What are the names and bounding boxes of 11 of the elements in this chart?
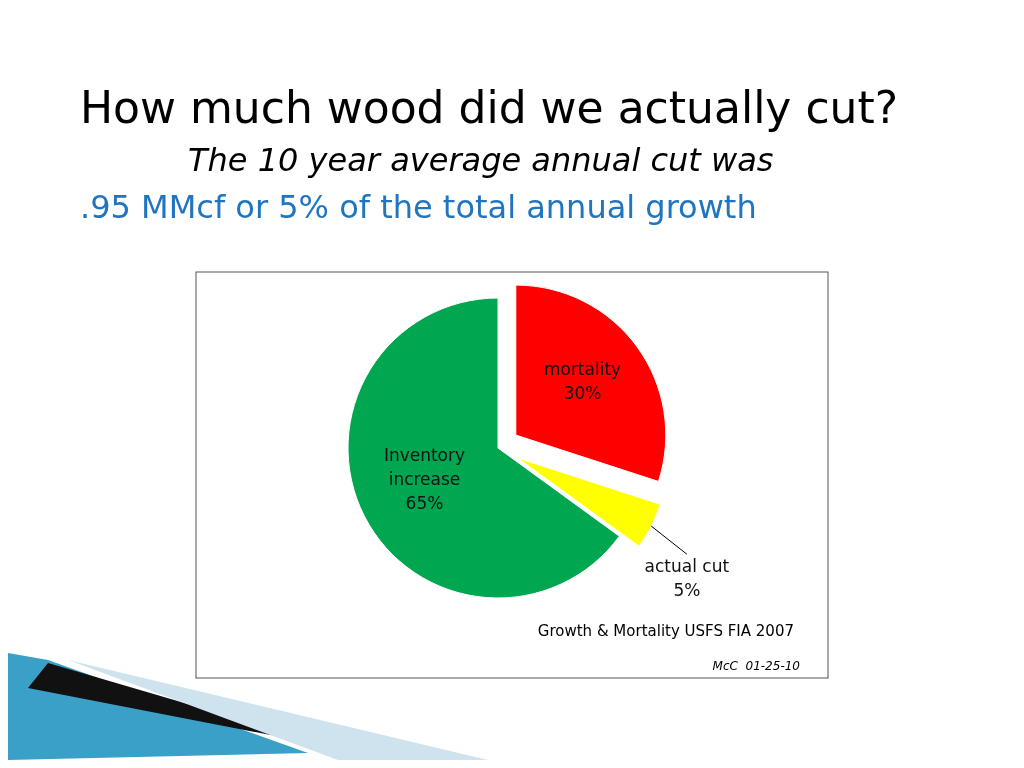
text: McC 01-25-10 — [712, 659, 801, 673]
data-label: 65% — [405, 493, 444, 514]
text: Growth & Mortality USFS FIA 2007 — [537, 622, 794, 640]
slice-label: Inventory increase — [383, 445, 466, 490]
slice-label: mortality — [543, 358, 622, 379]
chart-subtitle: The 10 year average annual cut was — [188, 141, 774, 179]
chart-title: How much wood did we actually cut? — [80, 82, 899, 133]
text: .95 MMcf or 5% of the total annual growth — [80, 188, 757, 226]
slice-label: actual cut — [644, 556, 730, 577]
data-label: 5% — [673, 580, 701, 601]
data-label: 30% — [563, 382, 602, 403]
